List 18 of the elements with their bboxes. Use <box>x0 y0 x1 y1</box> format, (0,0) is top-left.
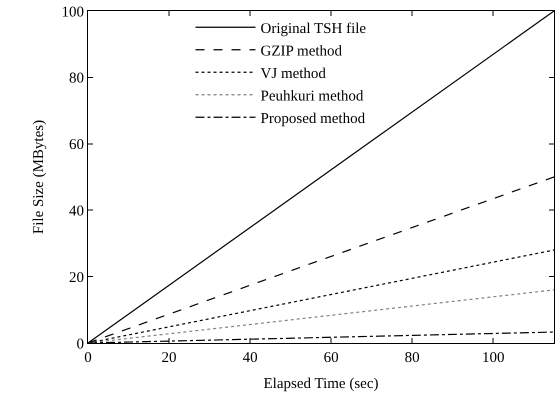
y-tick-label: 100 <box>62 4 84 20</box>
legend-label: Original TSH file <box>260 21 366 38</box>
legend-label: VJ method <box>260 66 326 82</box>
x-tick-label: 60 <box>324 350 339 366</box>
y-tick-label: 20 <box>69 270 84 286</box>
legend-label: Proposed method <box>260 111 366 128</box>
y-tick-label: 80 <box>69 70 84 87</box>
x-tick-label: 80 <box>404 350 420 366</box>
legend-label: GZIP method <box>260 44 343 60</box>
x-tick-label: 100 <box>482 350 504 366</box>
x-tick-label: 20 <box>162 350 177 366</box>
legend-label: Peuhkuri method <box>260 88 364 105</box>
y-tick-label: 60 <box>69 137 84 154</box>
y-tick-label: 40 <box>69 203 84 220</box>
y-tick-label: 0 <box>76 336 84 352</box>
x-tick-label: 40 <box>242 350 258 366</box>
y-axis-title: File Size (MBytes) <box>30 120 47 234</box>
x-axis-title: Elapsed Time (sec) <box>264 376 378 392</box>
